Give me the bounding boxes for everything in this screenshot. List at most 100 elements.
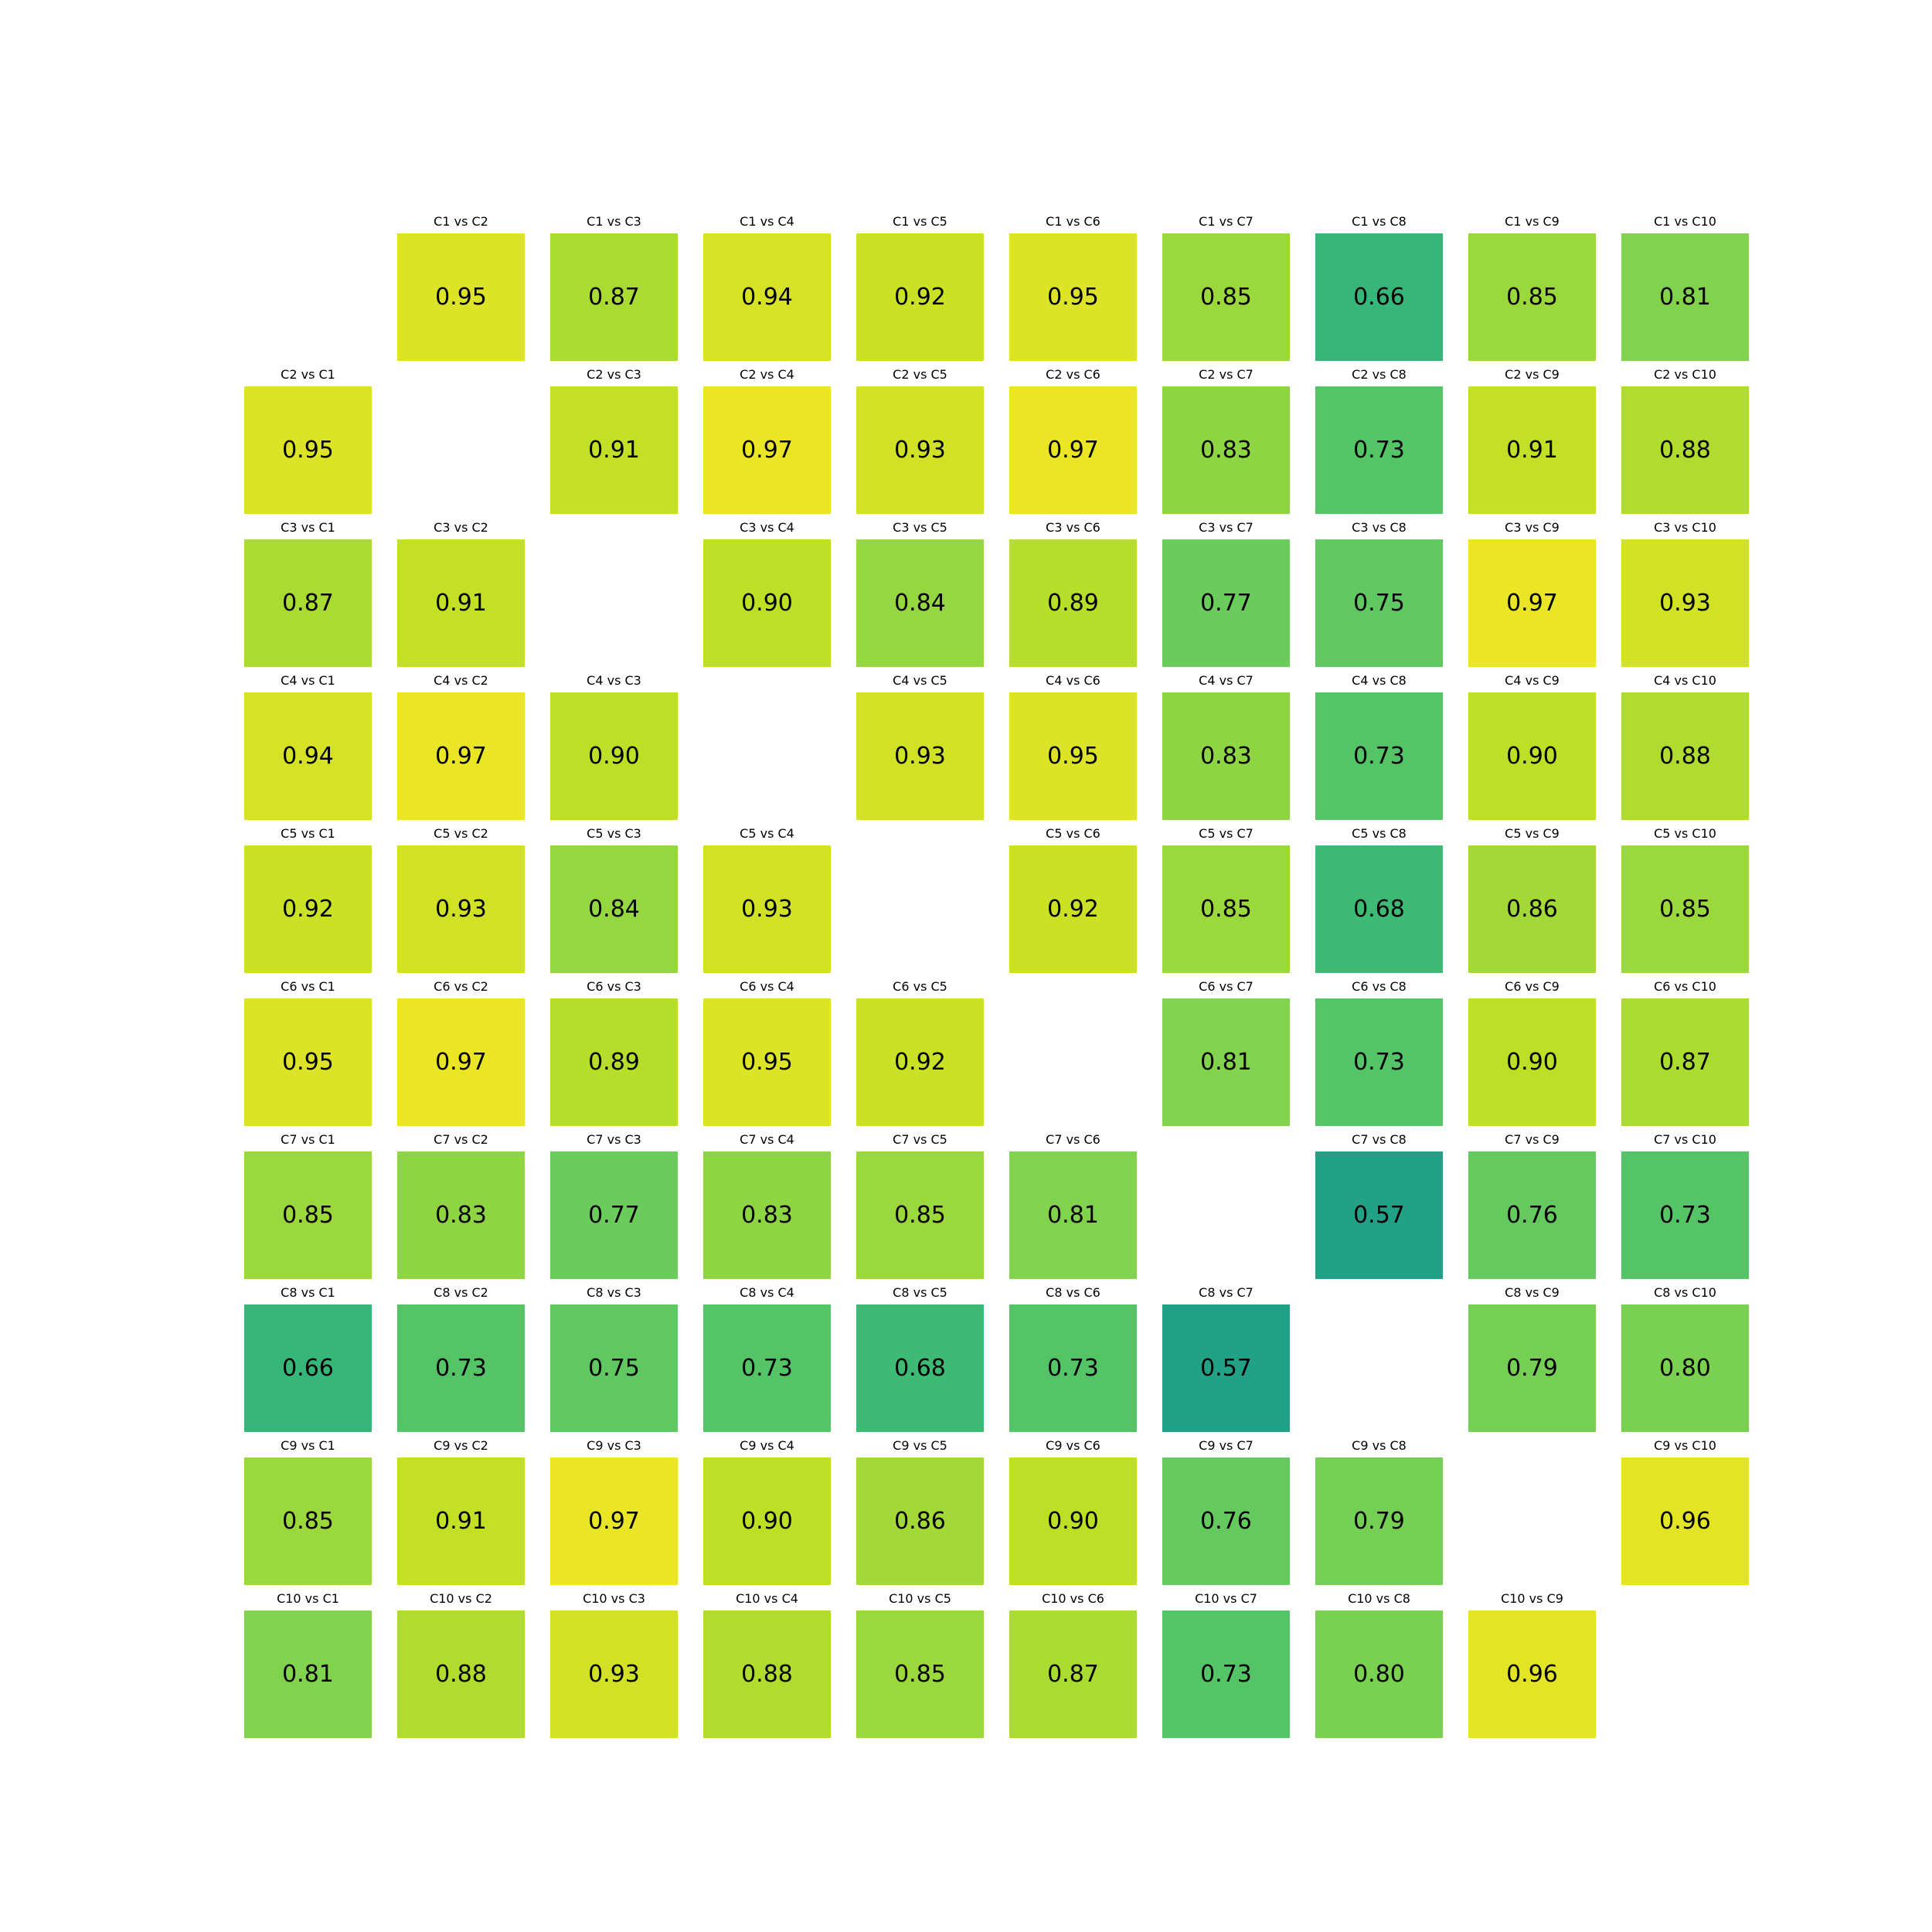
heatmap-cell-c1-c5: C1 vs C5 0.92: [856, 214, 984, 361]
cell-title: C6 vs C3: [587, 979, 641, 994]
cell-value-label: 0.95: [282, 1049, 334, 1076]
heatmap-cell-c8-c4: C8 vs C4 0.73: [703, 1285, 831, 1432]
cell-square: [1315, 692, 1443, 820]
heatmap-cell-c5-c8: C5 vs C8 0.68: [1315, 826, 1443, 973]
cell-title: C2 vs C6: [1046, 367, 1100, 382]
cell-square: [550, 1458, 678, 1585]
cell-title: C8 vs C9: [1505, 1285, 1560, 1300]
heatmap-cell-c9-c2: C9 vs C2 0.91: [397, 1438, 525, 1585]
cell-title: C3 vs C2: [434, 520, 488, 535]
cell-square: [1621, 998, 1749, 1126]
cell-title: C5 vs C9: [1505, 826, 1560, 841]
cell-square: [397, 233, 525, 361]
cell-value-label: 0.73: [1200, 1661, 1252, 1688]
cell-square: [703, 1304, 831, 1432]
cell-square: [1009, 233, 1137, 361]
cell-square: [1315, 539, 1443, 667]
cell-title: C5 vs C7: [1199, 826, 1253, 841]
cell-square: [397, 998, 525, 1126]
cell-value-label: 0.81: [1047, 1202, 1099, 1229]
cell-title: C7 vs C4: [740, 1132, 794, 1147]
cell-square: [1315, 1611, 1443, 1738]
cell-value-label: 0.97: [1047, 437, 1099, 464]
heatmap-cell-c3-c6: C3 vs C6 0.89: [1009, 520, 1137, 667]
cell-title: C3 vs C7: [1199, 520, 1253, 535]
cell-square: [703, 1458, 831, 1585]
heatmap-cell-c7-c9: C7 vs C9 0.76: [1468, 1132, 1596, 1279]
heatmap-cell-c3-c4: C3 vs C4 0.90: [703, 520, 831, 667]
cell-square: [1009, 1151, 1137, 1279]
cell-value-label: 0.85: [282, 1508, 334, 1535]
cell-title: C5 vs C1: [281, 826, 335, 841]
cell-title: C1 vs C6: [1046, 214, 1100, 229]
cell-title: C4 vs C10: [1654, 673, 1716, 688]
cell-value-label: 0.88: [435, 1661, 487, 1688]
cell-title: C6 vs C9: [1505, 979, 1560, 994]
cell-value-label: 0.77: [1200, 590, 1252, 617]
cell-square: [1621, 539, 1749, 667]
cell-square: [1162, 692, 1290, 820]
cell-title: C1 vs C3: [587, 214, 641, 229]
cell-value-label: 0.90: [1506, 743, 1558, 770]
cell-value-label: 0.88: [1659, 437, 1711, 464]
cell-value-label: 0.95: [282, 437, 334, 464]
heatmap-cell-c1-c7: C1 vs C7 0.85: [1162, 214, 1290, 361]
heatmap-cell-c1-c9: C1 vs C9 0.85: [1468, 214, 1596, 361]
cell-title: C6 vs C10: [1654, 979, 1716, 994]
cell-value-label: 0.97: [1506, 590, 1558, 617]
cell-square: [1621, 692, 1749, 820]
heatmap-cell-c5-c9: C5 vs C9 0.86: [1468, 826, 1596, 973]
cell-square: [1315, 1458, 1443, 1585]
cell-value-label: 0.77: [588, 1202, 640, 1229]
cell-square: [856, 692, 984, 820]
cell-title: C3 vs C8: [1352, 520, 1406, 535]
cell-value-label: 0.97: [435, 1049, 487, 1076]
cell-title: C8 vs C7: [1199, 1285, 1253, 1300]
cell-value-label: 0.96: [1506, 1661, 1558, 1688]
cell-square: [244, 539, 372, 667]
cell-value-label: 0.85: [894, 1202, 946, 1229]
cell-title: C3 vs C10: [1654, 520, 1716, 535]
cell-square: [397, 1304, 525, 1432]
cell-title: C10 vs C1: [277, 1591, 339, 1606]
cell-title: C4 vs C5: [893, 673, 947, 688]
cell-title: C6 vs C8: [1352, 979, 1406, 994]
cell-value-label: 0.80: [1353, 1661, 1405, 1688]
cell-value-label: 0.85: [1659, 896, 1711, 923]
cell-title: C9 vs C2: [434, 1438, 488, 1453]
cell-square: [397, 1458, 525, 1585]
heatmap-cell-c9-c1: C9 vs C1 0.85: [244, 1438, 372, 1585]
cell-title: C9 vs C6: [1046, 1438, 1100, 1453]
cell-title: C5 vs C3: [587, 826, 641, 841]
cell-value-label: 0.73: [1047, 1355, 1099, 1382]
heatmap-cell-c7-c4: C7 vs C4 0.83: [703, 1132, 831, 1279]
cell-square: [1621, 386, 1749, 514]
cell-value-label: 0.83: [435, 1202, 487, 1229]
cell-title: C1 vs C9: [1505, 214, 1560, 229]
heatmap-cell-c8-c10: C8 vs C10 0.80: [1621, 1285, 1749, 1432]
cell-square: [1468, 998, 1596, 1126]
cell-square: [550, 998, 678, 1126]
heatmap-cell-c6-c10: C6 vs C10 0.87: [1621, 979, 1749, 1126]
cell-title: C7 vs C6: [1046, 1132, 1100, 1147]
heatmap-cell-c6-c3: C6 vs C3 0.89: [550, 979, 678, 1126]
cell-value-label: 0.93: [894, 437, 946, 464]
cell-square: [1162, 1458, 1290, 1585]
cell-title: C8 vs C2: [434, 1285, 488, 1300]
cell-square: [856, 386, 984, 514]
cell-value-label: 0.92: [894, 284, 946, 311]
cell-square: [856, 1304, 984, 1432]
cell-title: C6 vs C1: [281, 979, 335, 994]
cell-value-label: 0.92: [282, 896, 334, 923]
cell-title: C5 vs C10: [1654, 826, 1716, 841]
cell-title: C4 vs C2: [434, 673, 488, 688]
heatmap-cell-c10-c8: C10 vs C8 0.80: [1315, 1591, 1443, 1738]
cell-title: C1 vs C4: [740, 214, 794, 229]
cell-value-label: 0.81: [282, 1661, 334, 1688]
cell-square: [1621, 1458, 1749, 1585]
cell-value-label: 0.95: [1047, 284, 1099, 311]
cell-square: [1621, 233, 1749, 361]
cell-value-label: 0.95: [435, 284, 487, 311]
cell-title: C2 vs C1: [281, 367, 335, 382]
cell-value-label: 0.94: [741, 284, 793, 311]
